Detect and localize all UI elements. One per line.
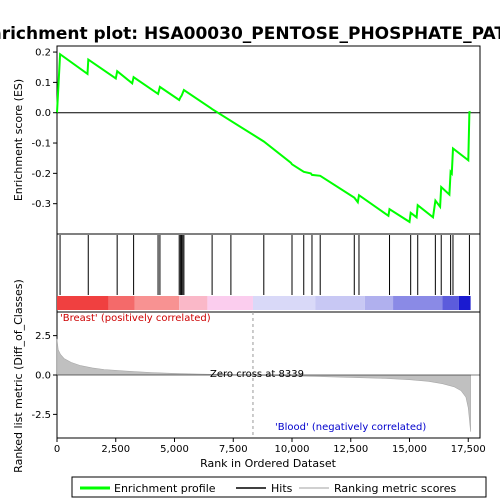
metric-panel xyxy=(56,312,480,438)
x-tick-label: 7,500 xyxy=(219,444,248,455)
enrichment-profile-line xyxy=(56,52,471,224)
colorbar-segment xyxy=(315,296,365,310)
es-y-tick-label: -0.1 xyxy=(31,139,51,150)
zero-cross-annotation: Zero cross at 8339 xyxy=(210,369,304,380)
legend-label-enrichment: Enrichment profile xyxy=(114,482,216,495)
x-axis-label: Rank in Ordered Dataset xyxy=(200,457,337,470)
x-tick-label: 17,500 xyxy=(451,444,486,455)
colorbar-segment xyxy=(108,296,135,310)
legend-label-hits: Hits xyxy=(271,482,293,495)
colorbar-segment xyxy=(364,296,394,310)
rank-colorbar xyxy=(57,296,471,310)
x-tick-label: 2,500 xyxy=(101,444,130,455)
metric-y-tick-label: 0.0 xyxy=(35,371,51,382)
es-y-tick-label: 0.0 xyxy=(35,108,51,119)
colorbar-segment xyxy=(458,296,471,310)
es-y-axis-label: Enrichment score (ES) xyxy=(12,79,25,201)
colorbar-segment xyxy=(393,296,443,310)
metric-y-tick-label: -2.5 xyxy=(31,410,51,421)
colorbar-segment xyxy=(57,296,109,310)
x-tick-label: 0 xyxy=(54,444,60,455)
x-ticks: 0 2,500 5,000 7,500 10,000 12,500 15,000 17,500 xyxy=(54,438,486,455)
positive-annotation: 'Breast' (positively correlated) xyxy=(60,313,211,324)
x-tick-label: 5,000 xyxy=(160,444,189,455)
es-y-tick-label: -0.3 xyxy=(31,199,51,210)
colorbar-segment xyxy=(442,296,459,310)
metric-y-axis-label: Ranked list metric (Diff_of_Classes) xyxy=(12,279,25,473)
colorbar-segment xyxy=(207,296,253,310)
es-y-tick-label: 0.2 xyxy=(35,48,51,59)
es-panel xyxy=(56,52,480,224)
metric-y-ticks: 2.5 0.0 -2.5 xyxy=(31,331,57,421)
es-y-ticks: 0.2 0.1 0.0 -0.1 -0.2 -0.3 xyxy=(31,48,57,210)
legend-label-ranking: Ranking metric scores xyxy=(334,482,456,495)
colorbar-segment xyxy=(252,296,316,310)
colorbar-segment xyxy=(179,296,208,310)
legend-frame xyxy=(71,476,487,498)
negative-annotation: 'Blood' (negatively correlated) xyxy=(275,422,426,433)
colorbar-segment xyxy=(134,296,180,310)
es-y-tick-label: -0.2 xyxy=(31,169,51,180)
x-tick-label: 10,000 xyxy=(275,444,310,455)
legend: Enrichment profile Hits Ranking metric s… xyxy=(71,476,487,498)
x-tick-label: 15,000 xyxy=(392,444,427,455)
ranking-metric-area xyxy=(56,338,471,432)
es-y-tick-label: 0.1 xyxy=(35,78,51,89)
metric-y-tick-label: 2.5 xyxy=(35,331,51,342)
x-tick-label: 12,500 xyxy=(333,444,368,455)
hits-panel xyxy=(59,235,470,295)
chart-title: Enrichment plot: HSA00030_PENTOSE_PHOSPH… xyxy=(0,24,500,44)
